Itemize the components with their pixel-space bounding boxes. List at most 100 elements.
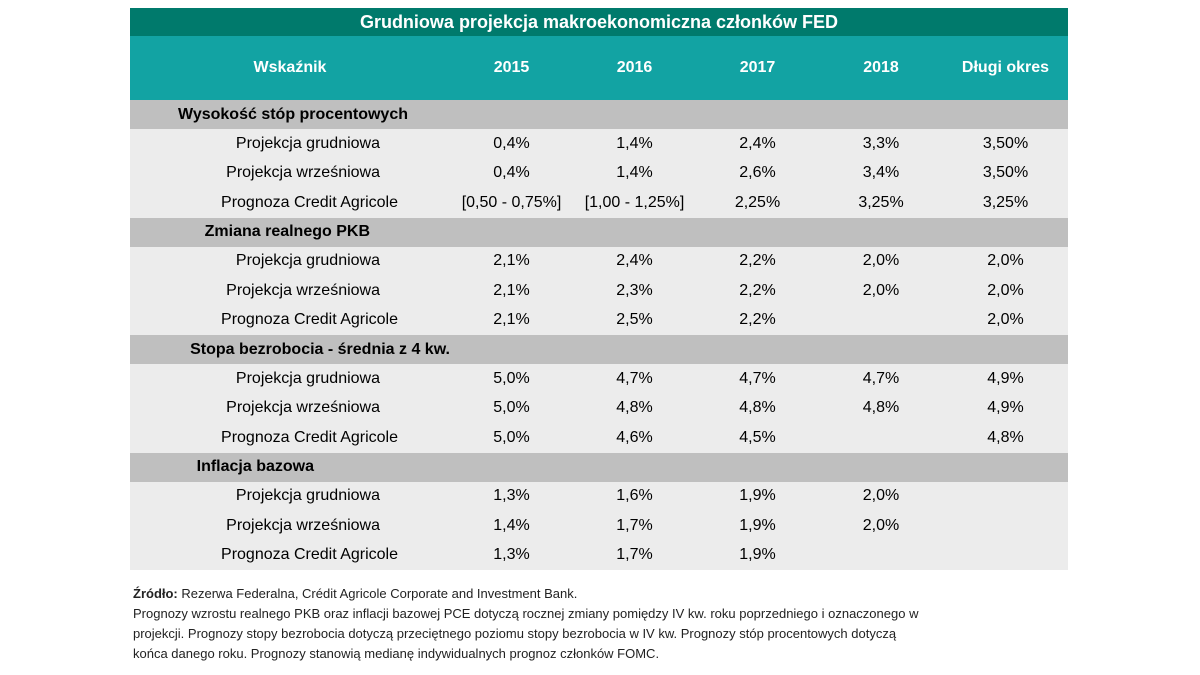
cell-2018 (819, 540, 943, 570)
source-text: Rezerwa Federalna, Crédit Agricole Corpo… (177, 586, 578, 601)
cell-2015: 0,4% (450, 158, 573, 188)
cell-2017: 4,7% (696, 364, 819, 394)
note-line: końca danego roku. Prognozy stanowią med… (133, 646, 660, 661)
cell-2016: 4,8% (573, 393, 696, 423)
row-label: Prognoza Credit Agricole (130, 188, 450, 218)
cell-long-term: 4,9% (943, 364, 1068, 394)
cell-long-term: 3,25% (943, 188, 1068, 218)
section-title: Inflacja bazowa (130, 452, 450, 482)
table-row: Projekcja grudniowa 0,4% 1,4% 2,4% 3,3% … (130, 129, 1068, 159)
cell-2015: 5,0% (450, 423, 573, 453)
note-line: projekcji. Prognozy stopy bezrobocia dot… (133, 626, 897, 641)
section-title: Wysokość stóp procentowych (130, 100, 450, 129)
footnote: Źródło: Rezerwa Federalna, Crédit Agrico… (133, 584, 1053, 664)
cell-2017: 1,9% (696, 511, 819, 541)
cell-2015: 0,4% (450, 129, 573, 159)
table-row: Projekcja wrześniowa 2,1% 2,3% 2,2% 2,0%… (130, 276, 1068, 306)
cell-2016: [1,00 - 1,25%] (573, 188, 696, 218)
cell-long-term: 3,50% (943, 158, 1068, 188)
row-label: Projekcja wrześniowa (130, 158, 450, 188)
table-row: Prognoza Credit Agricole [0,50 - 0,75%] … (130, 188, 1068, 218)
source-label: Źródło: (133, 586, 178, 601)
cell-2016: 1,4% (573, 129, 696, 159)
cell-2016: 4,7% (573, 364, 696, 394)
cell-2017: 2,4% (696, 129, 819, 159)
cell-2018 (819, 423, 943, 453)
projection-table-container: Grudniowa projekcja makroekonomiczna czł… (130, 8, 1068, 570)
cell-2018: 3,4% (819, 158, 943, 188)
row-label: Projekcja grudniowa (130, 364, 450, 394)
row-label: Projekcja wrześniowa (130, 276, 450, 306)
table-row: Projekcja wrześniowa 0,4% 1,4% 2,6% 3,4%… (130, 158, 1068, 188)
cell-2018: 2,0% (819, 481, 943, 511)
cell-2016: 1,4% (573, 158, 696, 188)
table-row: Prognoza Credit Agricole 1,3% 1,7% 1,9% (130, 540, 1068, 570)
header-row: Wskaźnik 2015 2016 2017 2018 Długi okres (130, 36, 1068, 100)
row-label: Projekcja grudniowa (130, 129, 450, 159)
cell-long-term: 4,9% (943, 393, 1068, 423)
header-long-term: Długi okres (943, 36, 1068, 100)
header-indicator: Wskaźnik (130, 36, 450, 100)
table-row: Projekcja wrześniowa 5,0% 4,8% 4,8% 4,8%… (130, 393, 1068, 423)
cell-2018: 2,0% (819, 276, 943, 306)
table-row: Projekcja grudniowa 2,1% 2,4% 2,2% 2,0% … (130, 246, 1068, 276)
section-title: Stopa bezrobocia - średnia z 4 kw. (130, 335, 450, 364)
header-2017: 2017 (696, 36, 819, 100)
section-header: Inflacja bazowa (130, 452, 1068, 482)
cell-2015: 1,4% (450, 511, 573, 541)
cell-2018: 4,7% (819, 364, 943, 394)
cell-2018: 4,8% (819, 393, 943, 423)
cell-2015: [0,50 - 0,75%] (450, 188, 573, 218)
cell-2015: 1,3% (450, 481, 573, 511)
row-label: Projekcja wrześniowa (130, 511, 450, 541)
cell-2018: 2,0% (819, 246, 943, 276)
cell-2017: 1,9% (696, 540, 819, 570)
section-title: Zmiana realnego PKB (130, 217, 450, 247)
cell-2015: 5,0% (450, 393, 573, 423)
table-row: Projekcja grudniowa 1,3% 1,6% 1,9% 2,0% (130, 481, 1068, 511)
section-header: Stopa bezrobocia - średnia z 4 kw. (130, 335, 1068, 364)
cell-2017: 4,8% (696, 393, 819, 423)
cell-2016: 1,6% (573, 481, 696, 511)
header-2015: 2015 (450, 36, 573, 100)
cell-2016: 2,4% (573, 246, 696, 276)
cell-2015: 2,1% (450, 246, 573, 276)
row-label: Prognoza Credit Agricole (130, 540, 450, 570)
row-label: Prognoza Credit Agricole (130, 423, 450, 453)
cell-2018: 2,0% (819, 511, 943, 541)
row-label: Projekcja wrześniowa (130, 393, 450, 423)
cell-2016: 4,6% (573, 423, 696, 453)
table-row: Projekcja grudniowa 5,0% 4,7% 4,7% 4,7% … (130, 364, 1068, 394)
table-row: Projekcja wrześniowa 1,4% 1,7% 1,9% 2,0% (130, 511, 1068, 541)
row-label: Projekcja grudniowa (130, 246, 450, 276)
source-line: Źródło: Rezerwa Federalna, Crédit Agrico… (133, 584, 1053, 604)
cell-2016: 2,5% (573, 305, 696, 335)
cell-2017: 1,9% (696, 481, 819, 511)
header-2016: 2016 (573, 36, 696, 100)
cell-long-term (943, 481, 1068, 511)
cell-2018 (819, 305, 943, 335)
cell-2016: 1,7% (573, 540, 696, 570)
note-line: Prognozy wzrostu realnego PKB oraz infla… (133, 606, 919, 621)
row-label: Prognoza Credit Agricole (130, 305, 450, 335)
cell-2016: 1,7% (573, 511, 696, 541)
cell-2017: 4,5% (696, 423, 819, 453)
cell-2017: 2,2% (696, 276, 819, 306)
cell-2017: 2,2% (696, 246, 819, 276)
cell-2017: 2,6% (696, 158, 819, 188)
cell-2016: 2,3% (573, 276, 696, 306)
cell-long-term: 2,0% (943, 246, 1068, 276)
cell-2018: 3,3% (819, 129, 943, 159)
cell-long-term: 2,0% (943, 305, 1068, 335)
table-row: Prognoza Credit Agricole 5,0% 4,6% 4,5% … (130, 423, 1068, 453)
cell-2015: 1,3% (450, 540, 573, 570)
cell-long-term: 4,8% (943, 423, 1068, 453)
section-header: Wysokość stóp procentowych (130, 100, 1068, 129)
cell-long-term (943, 540, 1068, 570)
table-title: Grudniowa projekcja makroekonomiczna czł… (130, 8, 1068, 36)
cell-long-term: 2,0% (943, 276, 1068, 306)
row-label: Projekcja grudniowa (130, 481, 450, 511)
cell-2018: 3,25% (819, 188, 943, 218)
cell-2015: 5,0% (450, 364, 573, 394)
projection-table: Wskaźnik 2015 2016 2017 2018 Długi okres… (130, 36, 1068, 570)
